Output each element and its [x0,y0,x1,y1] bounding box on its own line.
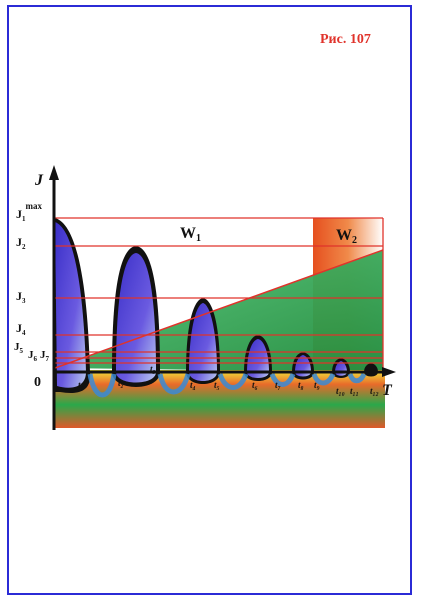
w1-text: W [180,225,196,242]
lobe-2 [116,253,156,383]
y-axis-arrow [49,165,59,180]
time-mark-11: t₁₁ [350,386,359,396]
svg-text:J2: J2 [16,235,26,251]
j5-label: J [14,341,20,353]
w2-text: W [336,227,352,244]
svg-text:J3: J3 [16,289,26,305]
svg-text:J6: J6 [28,349,38,363]
time-mark-3: t₃ [150,364,156,374]
svg-text:J7: J7 [40,349,50,363]
figure-label: Рис. 107 [320,32,371,47]
w1-sub: 1 [196,233,201,244]
j7-sub: 7 [46,355,50,363]
time-mark-10: t₁₀ [336,386,345,396]
level-labels: J1max J2 J3 J4 J5 J6 J7 [14,201,50,363]
wedge-edge [54,249,384,369]
j4-label: J [16,321,22,335]
time-marks: t₁ t₂ t₃ t₄ t₅ t₆ t₇ t₈ t₉ t₁₀ t₁₁ t₁₂ [78,364,379,396]
time-mark-7: t₇ [275,380,281,390]
j1-sup: max [26,201,43,211]
svg-text:J4: J4 [16,321,26,337]
j6-label: J [28,349,34,361]
svg-text:J5: J5 [14,341,24,355]
lobe-1 [55,222,86,388]
j2-sub: 2 [22,243,26,251]
w1-label: W1 [180,225,201,244]
lobe-3 [189,303,217,381]
origin-label: 0 [34,375,41,390]
svg-text:J1max: J1max [16,201,42,223]
j1-sub: 1 [22,215,26,223]
j5-sub: 5 [20,347,24,355]
x-axis-arrow [382,367,396,377]
j2-label: J [16,235,22,249]
time-mark-12: t₁₂ [370,386,379,396]
troughs [87,372,367,398]
x-axis-label: T [382,382,393,399]
j4-sub: 4 [22,329,26,337]
time-mark-8: t₈ [298,380,304,390]
j3-label: J [16,289,22,303]
w2-sub: 2 [352,235,357,246]
time-mark-5: t₅ [214,380,220,390]
time-mark-1: t₁ [78,380,84,390]
time-mark-2: t₂ [118,378,124,388]
w2-label: W2 [336,227,357,246]
j7-label: J [40,349,46,361]
j1-label: J [16,207,22,221]
j3-sub: 3 [22,297,26,305]
time-mark-6: t₆ [252,380,258,390]
y-axis-label: J [34,172,44,189]
page-frame [7,5,412,595]
time-mark-4: t₄ [190,380,196,390]
j6-sub: 6 [34,355,38,363]
level-lines [55,217,383,364]
time-mark-9: t₉ [314,380,320,390]
